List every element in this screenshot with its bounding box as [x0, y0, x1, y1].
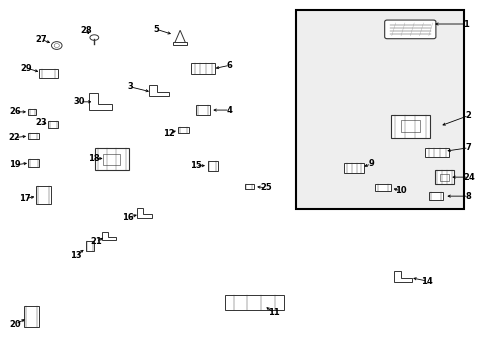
Bar	[390, 114, 429, 138]
Ellipse shape	[90, 35, 99, 40]
Polygon shape	[149, 85, 169, 96]
Ellipse shape	[51, 42, 62, 49]
FancyBboxPatch shape	[190, 63, 215, 74]
Text: 4: 4	[226, 105, 232, 114]
Text: 12: 12	[163, 129, 174, 138]
Text: 14: 14	[421, 276, 432, 285]
Text: 23: 23	[35, 118, 47, 127]
Text: 25: 25	[260, 183, 272, 192]
Text: 27: 27	[35, 35, 47, 44]
Text: 2: 2	[465, 111, 471, 120]
Text: 3: 3	[127, 82, 133, 91]
Text: 17: 17	[19, 194, 31, 203]
Text: 26: 26	[9, 107, 21, 116]
Text: 10: 10	[394, 186, 406, 195]
Text: 6: 6	[226, 61, 232, 70]
Text: 22: 22	[8, 133, 20, 142]
Text: 16: 16	[122, 213, 133, 222]
Text: 20: 20	[9, 320, 21, 329]
Bar	[295, 10, 463, 209]
FancyBboxPatch shape	[343, 163, 364, 173]
Polygon shape	[137, 208, 152, 218]
Text: 28: 28	[80, 26, 92, 35]
FancyBboxPatch shape	[48, 121, 58, 128]
Text: 24: 24	[462, 173, 474, 182]
FancyBboxPatch shape	[224, 296, 283, 310]
FancyBboxPatch shape	[244, 184, 253, 189]
Text: 15: 15	[189, 161, 201, 170]
Polygon shape	[89, 93, 112, 111]
FancyBboxPatch shape	[85, 241, 94, 251]
Bar	[400, 120, 419, 132]
FancyBboxPatch shape	[207, 161, 217, 171]
Bar	[95, 148, 129, 170]
FancyBboxPatch shape	[23, 306, 39, 327]
Bar	[103, 154, 120, 165]
Bar	[434, 170, 453, 184]
Text: 29: 29	[20, 64, 32, 73]
Text: 18: 18	[88, 154, 100, 163]
Text: 11: 11	[267, 308, 279, 317]
Text: 21: 21	[90, 237, 102, 246]
Text: 9: 9	[367, 159, 373, 168]
Text: 19: 19	[9, 161, 21, 170]
FancyBboxPatch shape	[374, 184, 390, 192]
Text: 13: 13	[70, 251, 82, 260]
Text: 1: 1	[463, 19, 468, 28]
FancyBboxPatch shape	[384, 20, 435, 39]
FancyBboxPatch shape	[28, 159, 39, 167]
FancyBboxPatch shape	[178, 127, 188, 133]
Text: 5: 5	[154, 25, 160, 34]
Text: 8: 8	[465, 192, 471, 201]
FancyBboxPatch shape	[39, 69, 58, 78]
Polygon shape	[174, 30, 185, 43]
FancyBboxPatch shape	[195, 105, 210, 116]
FancyBboxPatch shape	[428, 192, 442, 200]
FancyBboxPatch shape	[424, 148, 448, 157]
Bar	[439, 174, 448, 180]
Text: 30: 30	[74, 97, 85, 106]
Text: 7: 7	[465, 143, 471, 152]
Bar	[173, 42, 187, 45]
FancyBboxPatch shape	[28, 133, 39, 139]
FancyBboxPatch shape	[36, 186, 51, 204]
FancyBboxPatch shape	[28, 109, 36, 115]
Ellipse shape	[54, 44, 59, 48]
Polygon shape	[102, 231, 116, 239]
Polygon shape	[393, 271, 411, 282]
